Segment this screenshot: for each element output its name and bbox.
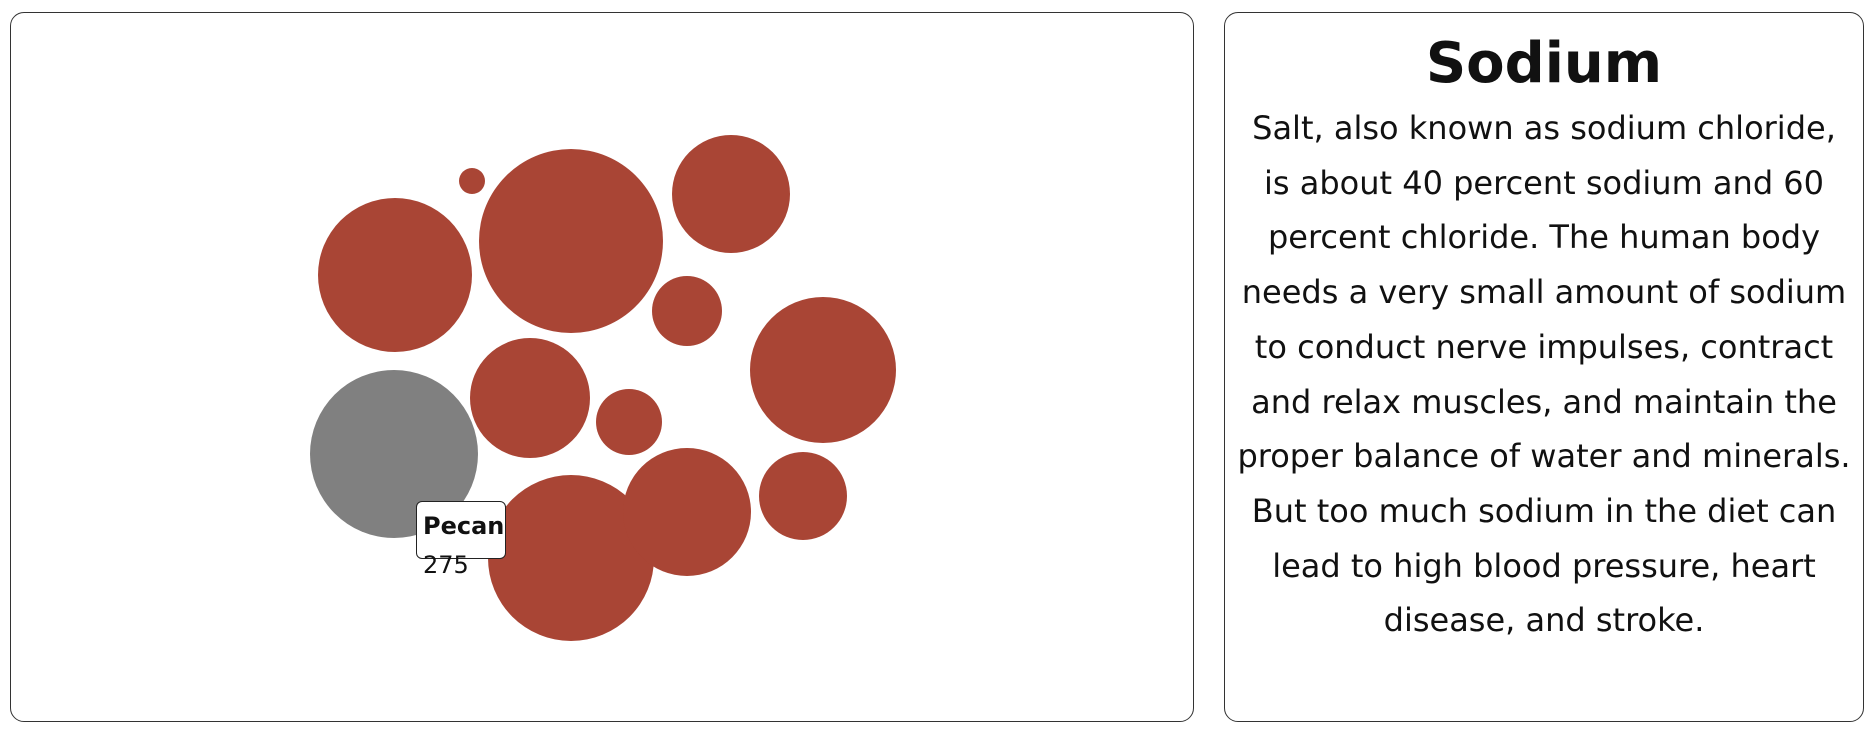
tooltip: Pecan 275 bbox=[416, 501, 506, 579]
bubble-chart-panel: Pecan 275 bbox=[10, 12, 1194, 722]
bubble-3[interactable] bbox=[318, 198, 472, 352]
bubble-4[interactable] bbox=[459, 168, 485, 194]
bubble-7[interactable] bbox=[652, 276, 722, 346]
bubble-11[interactable] bbox=[623, 448, 751, 576]
bubble-pecan[interactable] bbox=[310, 370, 478, 538]
bubble-10[interactable] bbox=[596, 389, 662, 455]
bubble-8[interactable] bbox=[750, 297, 896, 443]
bubble-1[interactable] bbox=[488, 475, 654, 641]
tooltip-value: 275 bbox=[423, 551, 469, 579]
info-title: Sodium bbox=[1425, 31, 1663, 96]
bubble-12[interactable] bbox=[759, 452, 847, 540]
info-panel: Sodium Salt, also known as sodium chlori… bbox=[1224, 12, 1864, 722]
bubble-9[interactable] bbox=[470, 338, 590, 458]
info-description: Salt, also known as sodium chloride, is … bbox=[1237, 109, 1851, 640]
bubble-5[interactable] bbox=[479, 149, 663, 333]
bubble-6[interactable] bbox=[672, 135, 790, 253]
tooltip-name: Pecan bbox=[423, 512, 505, 540]
bubble-chart bbox=[310, 135, 896, 641]
